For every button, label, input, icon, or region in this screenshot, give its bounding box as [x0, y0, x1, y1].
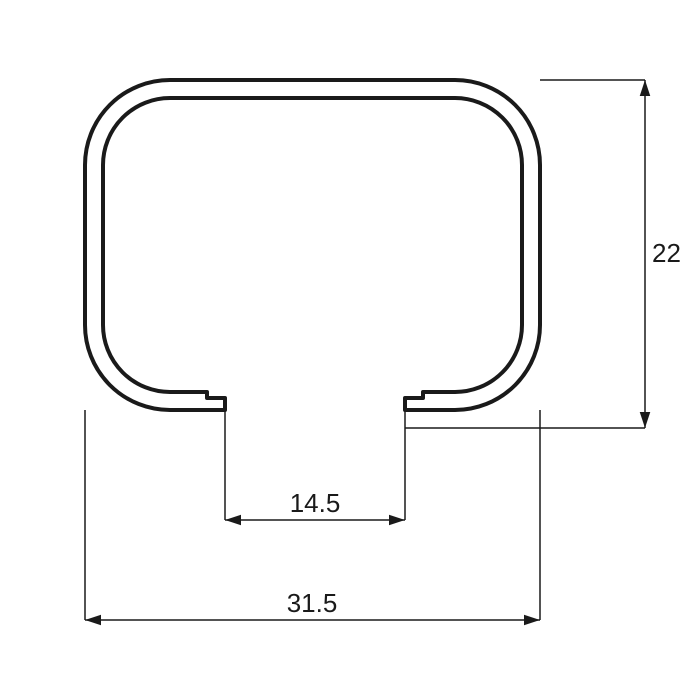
profile-outline: [85, 80, 540, 410]
arrow-width-left: [85, 615, 101, 626]
arrow-width-right: [524, 615, 540, 626]
dim-label-width: 31.5: [287, 588, 338, 618]
dim-label-height: 22: [652, 238, 681, 268]
arrow-height-top: [640, 80, 651, 96]
arrow-gap-right: [389, 515, 405, 526]
profile-diagram: 31.5 14.5 22: [0, 0, 700, 700]
dim-label-gap: 14.5: [290, 488, 341, 518]
arrow-height-bottom: [640, 412, 651, 428]
dimension-callouts: 31.5 14.5 22: [85, 80, 681, 625]
arrow-gap-left: [225, 515, 241, 526]
track-profile: [85, 80, 540, 410]
